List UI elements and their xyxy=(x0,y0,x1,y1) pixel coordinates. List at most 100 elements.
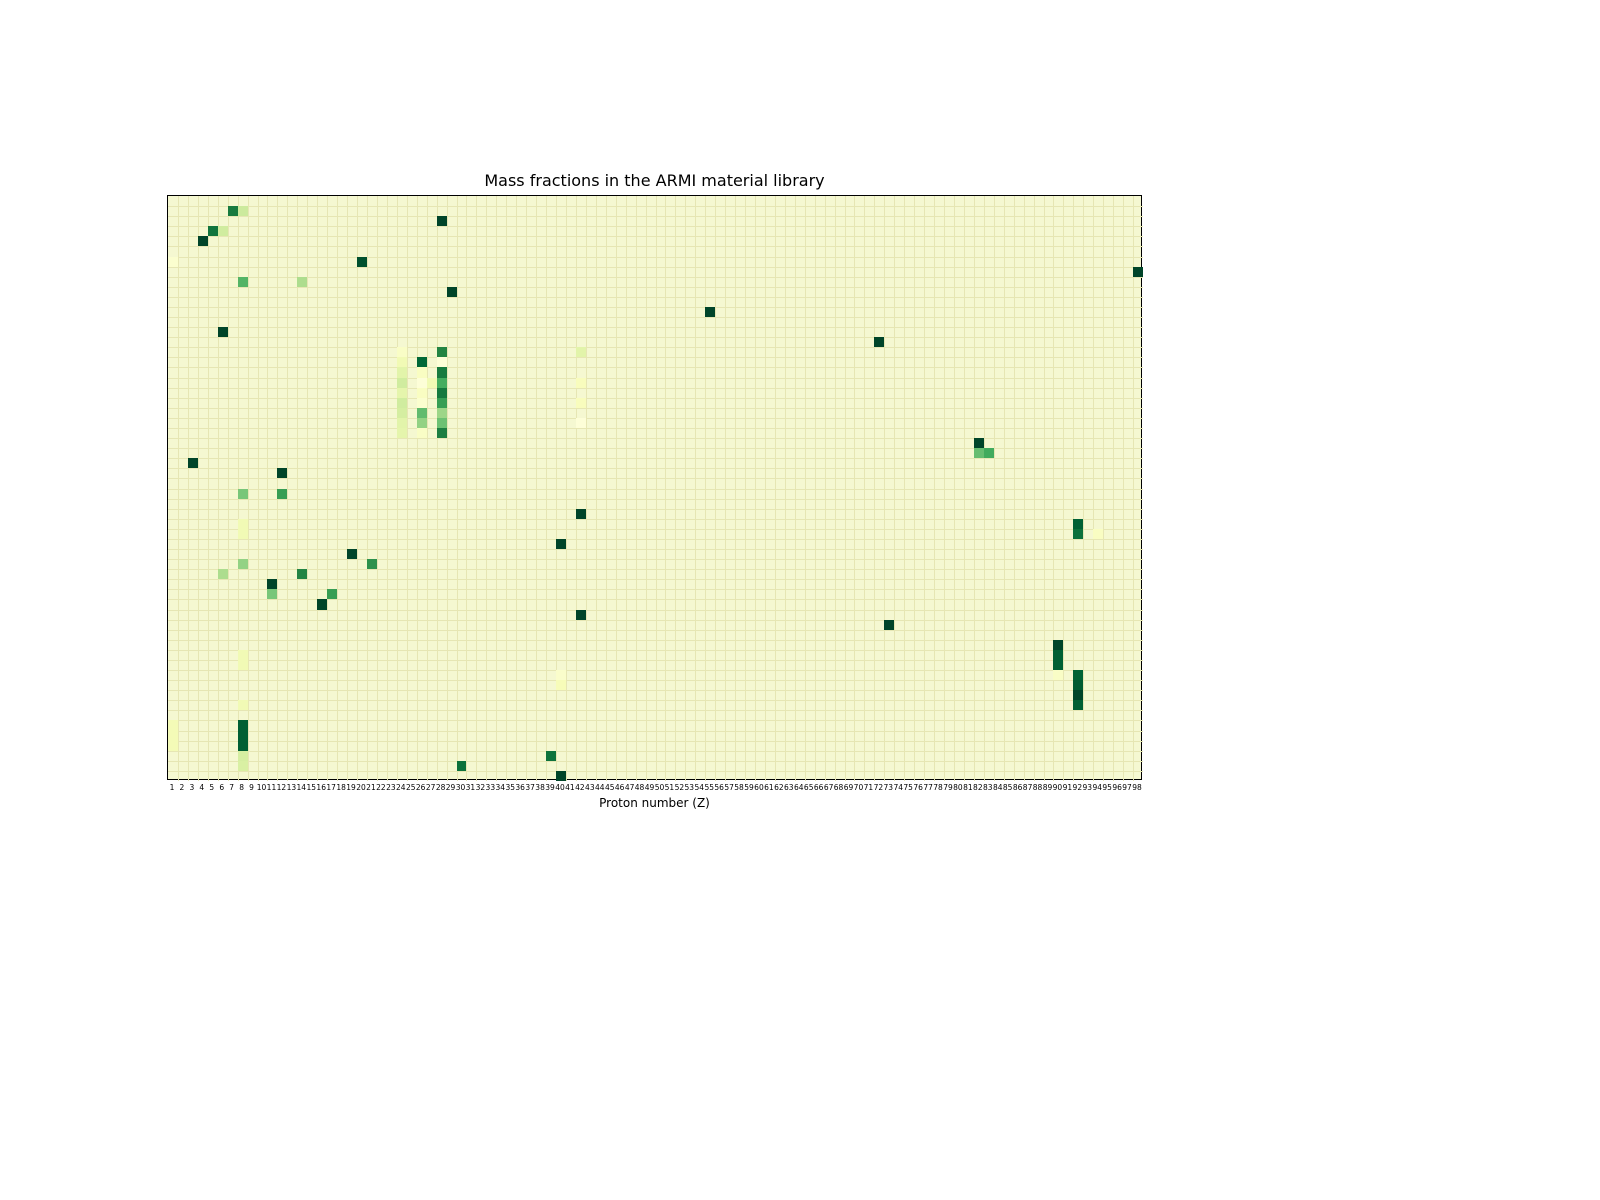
heatmap-cell xyxy=(267,579,277,589)
x-tick-label: 26 xyxy=(416,783,426,792)
heatmap-cell xyxy=(437,388,447,398)
x-tick-label: 90 xyxy=(1053,783,1063,792)
heatmap-cell xyxy=(277,468,287,478)
heatmap-cell xyxy=(437,398,447,408)
heatmap-cell xyxy=(218,327,228,337)
heatmap-cell xyxy=(974,448,984,458)
grid-line-horizontal xyxy=(168,378,1143,379)
x-tick-label: 63 xyxy=(784,783,794,792)
heatmap-cell xyxy=(576,347,586,357)
heatmap-cell xyxy=(984,448,994,458)
heatmap-cell xyxy=(327,589,337,599)
heatmap-cell xyxy=(437,357,447,367)
heatmap-cell xyxy=(218,569,228,579)
x-tick-label: 70 xyxy=(854,783,864,792)
heatmap-cell xyxy=(437,418,447,428)
heatmap-cell xyxy=(417,357,427,367)
grid-line-horizontal xyxy=(168,267,1143,268)
grid-line-horizontal xyxy=(168,670,1143,671)
heatmap-cell xyxy=(1073,700,1083,710)
x-tick-label: 25 xyxy=(406,783,416,792)
grid-line-horizontal xyxy=(168,337,1143,338)
grid-line-horizontal xyxy=(168,519,1143,520)
x-tick-label: 83 xyxy=(983,783,993,792)
x-tick-label: 38 xyxy=(535,783,545,792)
heatmap-cell xyxy=(974,438,984,448)
heatmap-cell xyxy=(437,347,447,357)
x-tick-label: 28 xyxy=(436,783,446,792)
heatmap-cell xyxy=(417,408,427,418)
x-tick-label: 3 xyxy=(189,783,194,792)
heatmap-cell xyxy=(238,277,248,287)
x-tick-label: 37 xyxy=(525,783,535,792)
x-tick-label: 36 xyxy=(515,783,525,792)
heatmap-cell xyxy=(347,549,357,559)
heatmap-cell xyxy=(705,307,715,317)
x-tick-label: 88 xyxy=(1033,783,1043,792)
heatmap-cell xyxy=(1073,529,1083,539)
grid-line-horizontal xyxy=(168,539,1143,540)
heatmap-cell xyxy=(397,428,407,438)
x-tick-label: 40 xyxy=(555,783,565,792)
x-tick-label: 67 xyxy=(824,783,834,792)
x-tick-label: 59 xyxy=(744,783,754,792)
x-tick-label: 46 xyxy=(615,783,625,792)
heatmap-cell xyxy=(556,539,566,549)
heatmap-cell xyxy=(1053,660,1063,670)
grid-line-horizontal xyxy=(168,478,1143,479)
grid-line-horizontal xyxy=(168,680,1143,681)
grid-line-horizontal xyxy=(168,731,1143,732)
x-tick-label: 9 xyxy=(249,783,254,792)
grid-line-horizontal xyxy=(168,589,1143,590)
heatmap-cell xyxy=(198,236,208,246)
x-tick-label: 96 xyxy=(1112,783,1122,792)
heatmap-cell xyxy=(238,519,248,529)
x-tick-label: 4 xyxy=(199,783,204,792)
heatmap-cell xyxy=(238,559,248,569)
x-tick-label: 62 xyxy=(774,783,784,792)
x-tick-label: 18 xyxy=(336,783,346,792)
heatmap-cell xyxy=(357,257,367,267)
heatmap-cell xyxy=(397,418,407,428)
grid-line-horizontal xyxy=(168,620,1143,621)
heatmap-cell xyxy=(427,378,437,388)
x-tick-label: 15 xyxy=(306,783,316,792)
grid-line-horizontal xyxy=(168,630,1143,631)
x-tick-label: 22 xyxy=(376,783,386,792)
grid-line-horizontal xyxy=(168,751,1143,752)
grid-line-horizontal xyxy=(168,367,1143,368)
grid-line-horizontal xyxy=(168,640,1143,641)
heatmap-cell xyxy=(417,367,427,377)
plot-background xyxy=(168,196,1141,779)
heatmap-cell xyxy=(367,559,377,569)
heatmap-cell xyxy=(277,489,287,499)
x-tick-label: 93 xyxy=(1082,783,1092,792)
x-tick-label: 57 xyxy=(724,783,734,792)
heatmap-cell xyxy=(576,418,586,428)
x-tick-label: 30 xyxy=(456,783,466,792)
x-tick-label: 60 xyxy=(754,783,764,792)
heatmap-cell xyxy=(576,509,586,519)
grid-line-horizontal xyxy=(168,388,1143,389)
x-tick-label: 19 xyxy=(346,783,356,792)
heatmap-cell xyxy=(267,589,277,599)
x-tick-label: 31 xyxy=(466,783,476,792)
x-tick-label: 89 xyxy=(1043,783,1053,792)
heatmap-cell xyxy=(188,458,198,468)
x-tick-label: 73 xyxy=(884,783,894,792)
heatmap-cell xyxy=(297,277,307,287)
heatmap-cell xyxy=(208,226,218,236)
heatmap-cell xyxy=(1133,267,1143,277)
x-tick-label: 47 xyxy=(625,783,635,792)
heatmap-cell xyxy=(457,761,467,771)
heatmap-cell xyxy=(397,367,407,377)
x-tick-label: 35 xyxy=(505,783,515,792)
grid-line-horizontal xyxy=(168,599,1143,600)
grid-line-horizontal xyxy=(168,509,1143,510)
x-tick-label: 21 xyxy=(366,783,376,792)
heatmap-cell xyxy=(437,216,447,226)
x-tick-label: 24 xyxy=(396,783,406,792)
heatmap-cell xyxy=(168,257,178,267)
x-tick-label: 48 xyxy=(635,783,645,792)
heatmap-cell xyxy=(437,367,447,377)
